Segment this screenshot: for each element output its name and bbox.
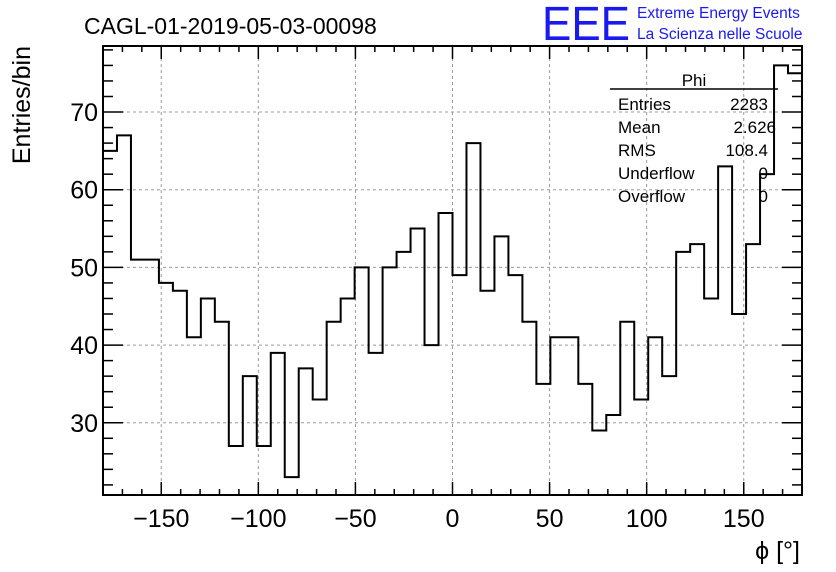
- histogram-bin: [732, 314, 746, 495]
- histogram-bin: [676, 252, 690, 495]
- histogram-bin: [466, 143, 480, 495]
- histogram-bin: [494, 236, 508, 495]
- histogram-bin: [341, 298, 355, 495]
- histogram-bin: [425, 345, 439, 495]
- histogram-bin: [620, 322, 634, 495]
- y-tick-label: 30: [70, 410, 98, 438]
- x-tick-label: 100: [626, 505, 668, 533]
- y-tick-label: 60: [70, 177, 98, 205]
- stats-value-entries: 2283: [730, 95, 768, 114]
- histogram-bin: [187, 337, 201, 495]
- stats-label-overflow: Overflow: [618, 187, 686, 206]
- histogram-bin: [578, 384, 592, 495]
- histogram-bin: [774, 65, 788, 495]
- histogram-bin: [704, 298, 718, 495]
- x-axis-label: ϕ [°]: [755, 537, 800, 565]
- y-tick-label: 70: [70, 99, 98, 127]
- histogram-bin: [411, 229, 425, 495]
- histogram-bin: [606, 415, 620, 495]
- histogram-bin: [508, 275, 522, 495]
- histogram-bin: [327, 322, 341, 495]
- logo-line-1: Extreme Energy Events: [637, 5, 800, 22]
- histogram-bin: [271, 353, 285, 495]
- histogram-bin: [648, 337, 662, 495]
- histogram-bin: [522, 322, 536, 495]
- histogram-bin: [159, 283, 173, 495]
- x-tick-label: −50: [334, 505, 376, 533]
- stats-title: Phi: [682, 71, 707, 90]
- stats-label-underflow: Underflow: [618, 164, 695, 183]
- histogram-bin: [760, 174, 774, 495]
- histogram-bin: [718, 166, 732, 495]
- histogram-bin: [355, 267, 369, 495]
- histogram-bin: [564, 337, 578, 495]
- histogram-bins: [102, 64, 803, 495]
- x-tick-label: −150: [133, 505, 189, 533]
- histogram-outline: [102, 64, 803, 495]
- histogram-bin: [145, 260, 159, 495]
- axis-ticks: [102, 46, 803, 495]
- histogram-bin: [397, 252, 411, 495]
- histogram-bin: [383, 267, 397, 495]
- histogram-bin: [299, 368, 313, 495]
- histogram-bin: [662, 376, 676, 495]
- histogram-bin: [536, 384, 550, 495]
- stats-box: Phi Entries 2283 Mean 2.626 RMS 108.4 Un…: [610, 71, 778, 206]
- histogram-bin: [229, 446, 243, 495]
- histogram-bin: [634, 399, 648, 495]
- histogram-bin: [788, 73, 802, 495]
- x-tick-label: 150: [723, 505, 765, 533]
- x-tick-label: −100: [230, 505, 286, 533]
- histogram-bin: [746, 244, 760, 495]
- stats-value-overflow: 0: [759, 187, 768, 206]
- stats-label-mean: Mean: [618, 118, 661, 137]
- stats-value-mean: 2.626: [733, 118, 776, 137]
- histogram-bin: [201, 298, 215, 495]
- stats-value-underflow: 0: [759, 164, 768, 183]
- logo-line-2: La Scienza nelle Scuole: [637, 26, 802, 43]
- histogram-bin: [439, 213, 453, 495]
- grid: [103, 46, 802, 495]
- histogram-bin: [313, 399, 327, 495]
- histogram-bin: [690, 244, 704, 495]
- histogram-bin: [480, 291, 494, 495]
- chart-title: CAGL-01-2019-05-03-00098: [84, 13, 377, 39]
- histogram-bin: [592, 431, 606, 495]
- x-tick-label: 0: [446, 505, 460, 533]
- y-tick-label: 40: [70, 332, 98, 360]
- histogram-bin: [453, 275, 467, 495]
- x-tick-label: 50: [536, 505, 564, 533]
- stats-label-entries: Entries: [618, 95, 671, 114]
- stats-value-rms: 108.4: [725, 141, 768, 160]
- histogram-bin: [215, 322, 229, 495]
- eee-logo-mark: EEE: [542, 0, 630, 51]
- y-tick-label: 50: [70, 254, 98, 282]
- tick-labels: −150 −100 −50 0 50 100 150 30 40 50 60 70: [70, 99, 764, 533]
- histogram-bin: [131, 260, 145, 495]
- histogram-bin: [369, 353, 383, 495]
- histogram-bin: [173, 291, 187, 495]
- histogram-bin: [103, 151, 117, 495]
- histogram-bin: [550, 337, 564, 495]
- eee-logo: EEE Extreme Energy Events La Scienza nel…: [542, 0, 802, 51]
- y-axis-label: Entries/bin: [8, 46, 36, 164]
- histogram-bin: [243, 376, 257, 495]
- stats-label-rms: RMS: [618, 141, 656, 160]
